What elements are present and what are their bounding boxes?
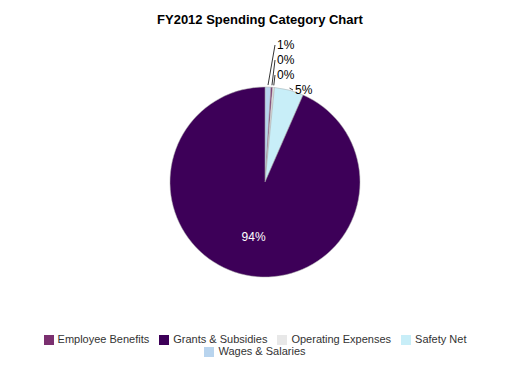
svg-text:94%: 94% [242, 230, 266, 244]
svg-text:1%: 1% [277, 38, 295, 52]
html-text:Operating Expenses: Operating Expenses [291, 332, 392, 345]
svg-text:5%: 5% [295, 83, 313, 97]
svg-text:0%: 0% [277, 53, 295, 67]
html-text:Safety Net: Safety Net [415, 332, 467, 345]
html-text:Employee Benefits: Employee Benefits [57, 332, 150, 345]
html-text:Wages & Salaries: Wages & Salaries [218, 344, 306, 357]
html-text:FY2012 Spending Category Chart: FY2012 Spending Category Chart [157, 12, 363, 27]
svg-text:0%: 0% [277, 68, 295, 82]
html-text:Grants & Subsidies: Grants & Subsidies [173, 332, 268, 345]
